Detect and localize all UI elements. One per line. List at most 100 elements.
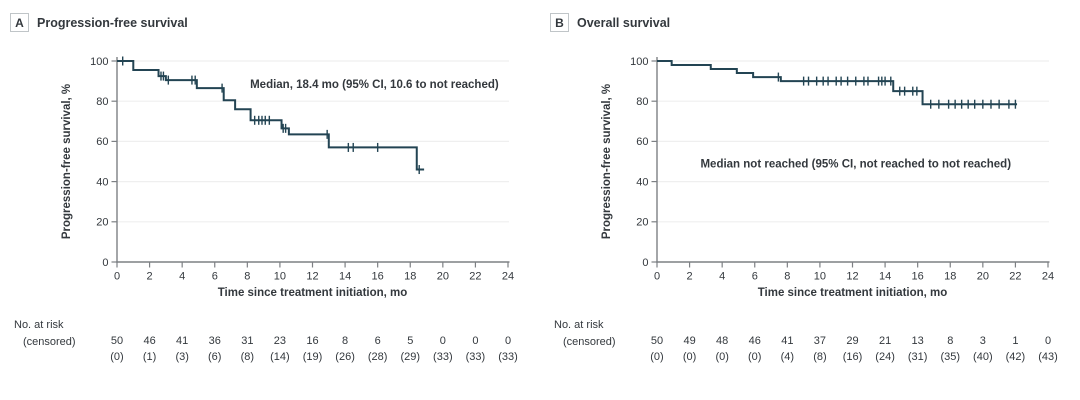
censored-count: (33) — [466, 351, 486, 363]
at-risk-count: 0 — [472, 335, 478, 347]
x-tick-label: 8 — [244, 271, 250, 283]
x-tick-label: 14 — [339, 271, 351, 283]
risk-header-line2: (censored) — [563, 335, 616, 348]
censored-count: (43) — [1038, 351, 1058, 363]
x-tick-label: 8 — [784, 271, 790, 283]
panel-a-header: A Progression-free survival — [10, 13, 188, 32]
y-tick-label: 0 — [642, 257, 648, 269]
at-risk-count: 5 — [407, 335, 413, 347]
at-risk-count: 50 — [651, 335, 663, 347]
risk-header-line1: No. at risk — [554, 319, 604, 331]
x-tick-label: 10 — [814, 271, 826, 283]
censored-count: (8) — [813, 351, 826, 363]
censored-count: (26) — [335, 351, 355, 363]
panel-a-risk-header: No. at risk (censored) — [14, 317, 76, 350]
x-tick-label: 24 — [1042, 271, 1054, 283]
x-tick-label: 10 — [274, 271, 286, 283]
x-tick-label: 6 — [212, 271, 218, 283]
censored-count: (40) — [973, 351, 993, 363]
y-tick-label: 60 — [636, 136, 648, 148]
median-annotation: Median not reached (95% CI, not reached … — [700, 159, 1011, 171]
at-risk-count: 48 — [716, 335, 728, 347]
median-annotation: Median, 18.4 mo (95% CI, 10.6 to not rea… — [250, 79, 499, 91]
x-tick-label: 22 — [469, 271, 481, 283]
x-tick-label: 22 — [1009, 271, 1021, 283]
at-risk-count: 31 — [241, 335, 253, 347]
at-risk-count: 49 — [683, 335, 695, 347]
x-axis-title: Time since treatment initiation, mo — [218, 287, 408, 299]
at-risk-count: 1 — [1012, 335, 1018, 347]
y-tick-label: 100 — [630, 56, 648, 68]
censored-count: (31) — [908, 351, 928, 363]
at-risk-count: 41 — [176, 335, 188, 347]
x-tick-label: 6 — [752, 271, 758, 283]
x-tick-label: 16 — [372, 271, 384, 283]
censored-count: (3) — [175, 351, 188, 363]
panel-b-title: Overall survival — [577, 15, 671, 30]
censored-count: (1) — [143, 351, 156, 363]
censored-count: (0) — [650, 351, 663, 363]
y-axis-title: Progression-free survival, % — [601, 84, 613, 239]
panel-b: 0 20 40 60 80 100 0 2 4 6 8 10 12 14 16 18 20 22 24 Time si… — [540, 0, 1080, 400]
censored-count: (19) — [303, 351, 323, 363]
panel-b-label-box: B — [550, 13, 569, 32]
at-risk-count: 46 — [749, 335, 761, 347]
x-tick-label: 4 — [719, 271, 725, 283]
at-risk-count: 29 — [846, 335, 858, 347]
censored-count: (0) — [748, 351, 761, 363]
censored-count: (28) — [368, 351, 388, 363]
censored-count: (16) — [843, 351, 863, 363]
at-risk-count: 41 — [781, 335, 793, 347]
x-tick-label: 20 — [437, 271, 449, 283]
censored-count: (33) — [498, 351, 518, 363]
y-tick-label: 80 — [96, 96, 108, 108]
at-risk-count: 21 — [879, 335, 891, 347]
y-tick-label: 0 — [102, 257, 108, 269]
x-axis-title: Time since treatment initiation, mo — [758, 287, 948, 299]
censored-count: (0) — [110, 351, 123, 363]
x-tick-label: 16 — [912, 271, 924, 283]
at-risk-count: 0 — [1045, 335, 1051, 347]
x-tick-label: 2 — [687, 271, 693, 283]
x-tick-label: 24 — [502, 271, 514, 283]
at-risk-count: 37 — [814, 335, 826, 347]
at-risk-count: 0 — [505, 335, 511, 347]
censored-count: (6) — [208, 351, 221, 363]
panel-b-header: B Overall survival — [550, 13, 670, 32]
censored-count: (0) — [683, 351, 696, 363]
at-risk-count: 36 — [209, 335, 221, 347]
at-risk-count: 8 — [947, 335, 953, 347]
panel-b-risk-header: No. at risk (censored) — [554, 317, 616, 350]
x-tick-label: 18 — [404, 271, 416, 283]
y-tick-label: 80 — [636, 96, 648, 108]
x-tick-label: 0 — [654, 271, 660, 283]
at-risk-count: 46 — [143, 335, 155, 347]
at-risk-count: 23 — [274, 335, 286, 347]
y-tick-label: 40 — [636, 176, 648, 188]
censored-count: (42) — [1006, 351, 1026, 363]
y-axis-title: Progression-free survival, % — [61, 84, 73, 239]
censored-count: (0) — [715, 351, 728, 363]
x-tick-label: 2 — [147, 271, 153, 283]
censored-count: (33) — [433, 351, 453, 363]
y-tick-label: 40 — [96, 176, 108, 188]
risk-header-line2: (censored) — [23, 335, 76, 348]
x-tick-label: 4 — [179, 271, 185, 283]
censored-count: (8) — [241, 351, 254, 363]
censored-count: (14) — [270, 351, 290, 363]
x-tick-label: 12 — [846, 271, 858, 283]
x-tick-label: 14 — [879, 271, 891, 283]
at-risk-count: 13 — [912, 335, 924, 347]
at-risk-count: 50 — [111, 335, 123, 347]
at-risk-count: 16 — [306, 335, 318, 347]
km-curve — [117, 60, 425, 171]
censored-count: (35) — [940, 351, 960, 363]
risk-header-line1: No. at risk — [14, 319, 64, 331]
panel-a: 0 20 40 60 80 100 0 2 4 6 8 10 12 14 16 18 20 22 24 Time si… — [10, 13, 518, 363]
y-tick-label: 20 — [96, 217, 108, 229]
y-tick-label: 20 — [636, 217, 648, 229]
x-tick-label: 0 — [114, 271, 120, 283]
